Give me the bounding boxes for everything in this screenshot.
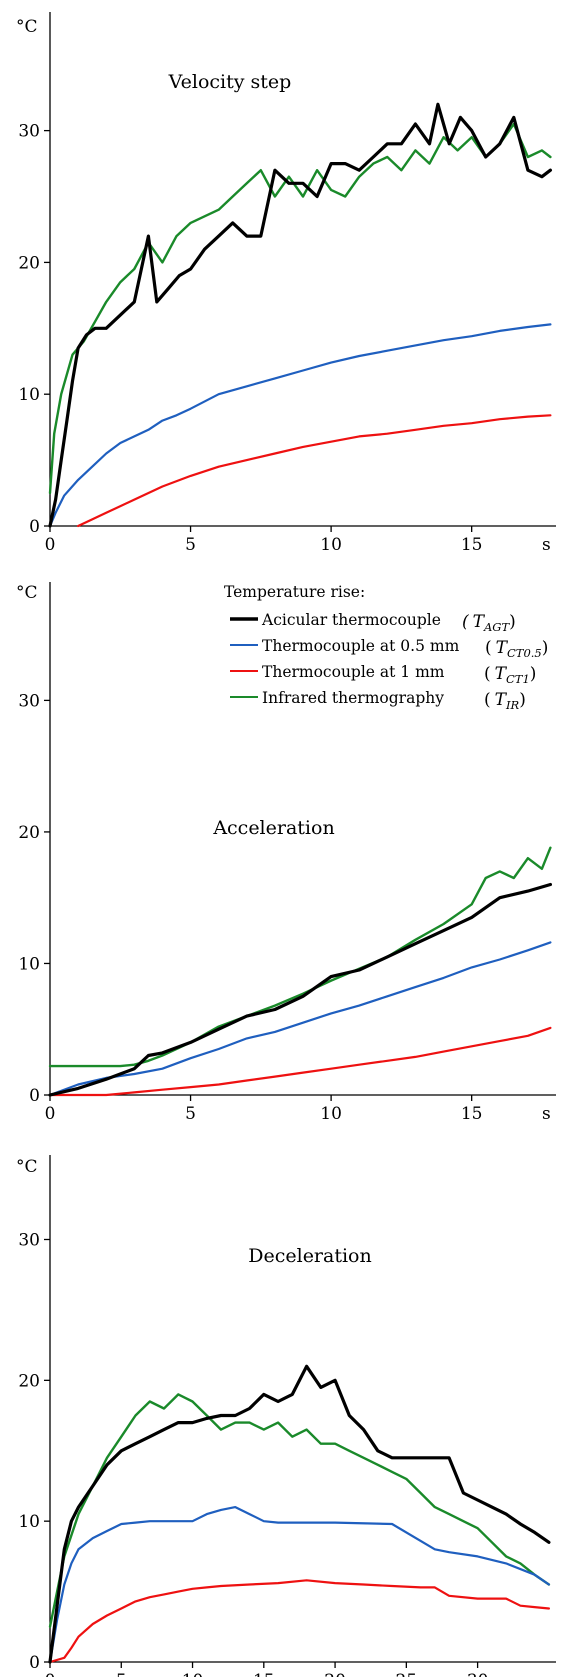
- legend-title: Temperature rise:: [224, 583, 365, 601]
- x-tick-label: 15: [461, 535, 483, 555]
- legend: Temperature rise: Acicular thermocouple …: [224, 583, 548, 712]
- x-tick-label: 15: [461, 1104, 483, 1124]
- legend-symbol-agt: (TAGT): [462, 612, 516, 634]
- y-tick-label: 10: [18, 1512, 40, 1532]
- x-tick-label: 5: [185, 535, 196, 555]
- y-tick-label: 20: [18, 1371, 40, 1391]
- x-tick-label: 0: [45, 1671, 56, 1677]
- y-tick-label: 10: [18, 385, 40, 405]
- legend-label-agt: Acicular thermocouple: [261, 611, 441, 629]
- legend-entry-ct1: Thermocouple at 1 mm (TCT1): [230, 663, 536, 686]
- x-unit-label: s: [542, 1671, 551, 1677]
- x-tick-label: 20: [324, 1671, 346, 1677]
- x-tick-label: 10: [182, 1671, 204, 1677]
- legend-entry-ir: Infrared thermography (TIR): [230, 689, 526, 712]
- y-tick-label: 10: [18, 954, 40, 974]
- x-unit-label: s: [542, 1104, 551, 1124]
- y-tick-label: 20: [18, 253, 40, 273]
- legend-entry-ct05: Thermocouple at 0.5 mm (TCT0.5): [230, 637, 548, 660]
- series-line-ct1: [48, 1579, 551, 1664]
- legend-symbol-ct05: (TCT0.5): [485, 638, 548, 660]
- x-tick-label: 25: [396, 1671, 418, 1677]
- y-tick-label: 30: [18, 1231, 40, 1251]
- chart-title: Acceleration: [212, 817, 334, 839]
- chart-panel-1: 0 10 20 30 0 5 10 15 °C s Velocity step: [16, 12, 556, 555]
- panels: 0 10 20 30 0 5 10 15 °C s Velocity step 0 10 20 30 0 5 10…: [16, 12, 556, 1677]
- chart-panel-3: 0 10 20 30 0 5 10 15 20 25 30 °C s Deceleration: [16, 1155, 556, 1677]
- x-tick-label: 0: [45, 1104, 56, 1124]
- legend-symbol-ir: (TIR): [484, 690, 526, 712]
- legend-entry-agt: Acicular thermocouple (TAGT): [230, 611, 516, 634]
- legend-label-ir: Infrared thermography: [262, 689, 444, 707]
- series-line-ct05: [48, 323, 552, 528]
- chart-panel-2: 0 10 20 30 0 5 10 15 °C s Acceleration: [16, 582, 556, 1124]
- legend-label-ct05: Thermocouple at 0.5 mm: [262, 637, 460, 655]
- series-line-ir: [48, 1393, 551, 1629]
- chart-title: Velocity step: [168, 71, 292, 93]
- series-line-ct1: [76, 414, 552, 528]
- legend-paren-open: (: [462, 612, 469, 632]
- x-unit-label: s: [542, 535, 551, 555]
- y-unit-label: °C: [16, 583, 38, 603]
- y-tick-label: 30: [18, 122, 40, 142]
- legend-symbol-ct1: (TCT1): [484, 664, 536, 686]
- series-line-ct05: [48, 941, 552, 1097]
- x-tick-label: 10: [320, 1104, 342, 1124]
- series-line-ir: [48, 122, 552, 495]
- x-tick-label: 15: [253, 1671, 275, 1677]
- y-tick-label: 30: [18, 691, 40, 711]
- y-tick-label: 0: [29, 1653, 40, 1673]
- series-line-agt: [48, 102, 553, 528]
- x-tick-label: 10: [320, 535, 342, 555]
- legend-label-ct1: Thermocouple at 1 mm: [262, 663, 445, 681]
- y-tick-label: 0: [29, 1086, 40, 1106]
- series-line-agt: [48, 882, 553, 1097]
- x-tick-label: 0: [45, 535, 56, 555]
- y-tick-label: 20: [18, 823, 40, 843]
- x-tick-label: 5: [116, 1671, 127, 1677]
- y-unit-label: °C: [16, 17, 38, 37]
- x-tick-label: 5: [185, 1104, 196, 1124]
- series-line-ir: [48, 846, 552, 1068]
- series-line-ct05: [48, 1505, 551, 1664]
- y-tick-label: 0: [29, 517, 40, 537]
- chart-title: Deceleration: [248, 1245, 371, 1267]
- x-tick-label: 30: [467, 1671, 489, 1677]
- series-line-agt: [48, 1364, 551, 1664]
- y-unit-label: °C: [16, 1157, 38, 1177]
- series-line-ct1: [48, 1026, 552, 1097]
